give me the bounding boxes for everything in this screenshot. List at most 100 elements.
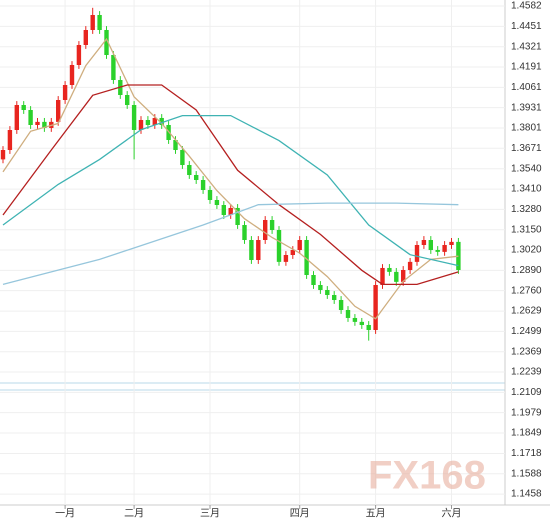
candle-body [407, 261, 413, 270]
candle-body [97, 15, 102, 30]
x-tick-label: 四月 [290, 508, 310, 520]
y-tick-label: 1.1458 [511, 489, 542, 500]
y-tick-label: 1.2760 [511, 285, 542, 296]
candle-body [428, 240, 433, 250]
candle-body [366, 325, 371, 330]
candle-body [69, 65, 75, 85]
candle-body [145, 120, 151, 125]
candle-body [125, 95, 130, 105]
y-tick-label: 1.2239 [511, 367, 542, 378]
y-tick-label: 1.1718 [511, 448, 542, 459]
x-tick-label: 六月 [442, 508, 462, 520]
candle-body [401, 270, 406, 282]
candle-body [304, 240, 309, 275]
y-tick-label: 1.1979 [511, 407, 542, 418]
y-tick-label: 1.2499 [511, 326, 542, 337]
candle-body [352, 317, 358, 322]
candle-body [435, 250, 440, 252]
candle-body [131, 105, 137, 130]
x-tick-label: 一月 [55, 508, 75, 520]
candle-body [159, 117, 164, 125]
y-tick-label: 1.3410 [511, 184, 542, 195]
candle-body [359, 321, 364, 325]
candle-body [62, 85, 68, 100]
candle-body [263, 220, 268, 240]
y-tick-label: 1.4061 [511, 82, 542, 93]
candle-body [0, 150, 6, 160]
y-tick-label: 1.3150 [511, 224, 542, 235]
candle-body [318, 285, 323, 290]
candle-body [449, 241, 454, 245]
y-tick-label: 1.4191 [511, 62, 542, 73]
candle-body [414, 245, 420, 262]
x-tick-label: 二月 [124, 508, 144, 520]
candle-body [21, 105, 26, 110]
candle-body [345, 310, 351, 318]
candle-body [56, 100, 61, 122]
candle-body [325, 290, 330, 295]
candle-body [207, 190, 213, 200]
y-tick-label: 1.1849 [511, 428, 542, 439]
y-tick-label: 1.2369 [511, 346, 542, 357]
moving-average [2, 84, 459, 286]
candle-body [242, 225, 247, 240]
candle-body [394, 271, 399, 282]
candle-body [297, 240, 302, 250]
candle-body [111, 55, 116, 80]
candle-body [235, 207, 240, 225]
candle-body [221, 205, 226, 215]
candle-body [290, 250, 295, 255]
candle-body [421, 240, 427, 245]
moving-average [2, 202, 459, 286]
y-tick-label: 1.3020 [511, 245, 542, 256]
candle-body [380, 267, 385, 285]
y-tick-label: 1.3540 [511, 163, 542, 174]
moving-average [2, 37, 459, 320]
candle-body [200, 180, 206, 190]
candle-body [152, 117, 157, 125]
candle-body [283, 255, 289, 262]
candle-body [332, 295, 337, 300]
candle-body [373, 285, 378, 330]
candle-body [180, 150, 185, 165]
y-tick-label: 1.3671 [511, 143, 542, 154]
candle-body [173, 140, 178, 150]
candle-body [228, 207, 233, 215]
candle-body [194, 175, 199, 180]
candle-body [28, 110, 33, 125]
candle-body [138, 120, 144, 130]
candle-body [214, 200, 220, 205]
candle-body [83, 30, 88, 45]
y-tick-label: 1.2629 [511, 306, 542, 317]
y-tick-label: 1.3280 [511, 204, 542, 215]
candle-body [249, 240, 254, 260]
candle-body [442, 245, 447, 252]
y-tick-label: 1.4582 [511, 1, 542, 12]
candle-body [269, 220, 275, 230]
candle-body [256, 240, 261, 260]
y-tick-label: 1.4321 [511, 41, 542, 52]
x-tick-label: 五月 [366, 508, 386, 520]
y-tick-label: 1.4451 [511, 21, 542, 32]
y-tick-label: 1.3801 [511, 123, 542, 134]
y-tick-label: 1.2109 [511, 387, 542, 398]
candle-body [14, 105, 19, 130]
candle-body [90, 15, 95, 30]
moving-average [2, 114, 459, 267]
y-tick-label: 1.2890 [511, 265, 542, 276]
candle-body [311, 275, 316, 285]
candle-body [387, 267, 392, 272]
watermark: FX168 [368, 454, 486, 498]
candle-body [276, 230, 282, 262]
candle-body [35, 121, 40, 125]
candle-body [76, 45, 82, 65]
candle-body [456, 241, 461, 270]
candle-body [187, 165, 192, 175]
x-tick-label: 三月 [200, 508, 220, 520]
y-tick-label: 1.1588 [511, 468, 542, 479]
candle-body [7, 130, 13, 150]
y-tick-label: 1.3931 [511, 102, 542, 113]
